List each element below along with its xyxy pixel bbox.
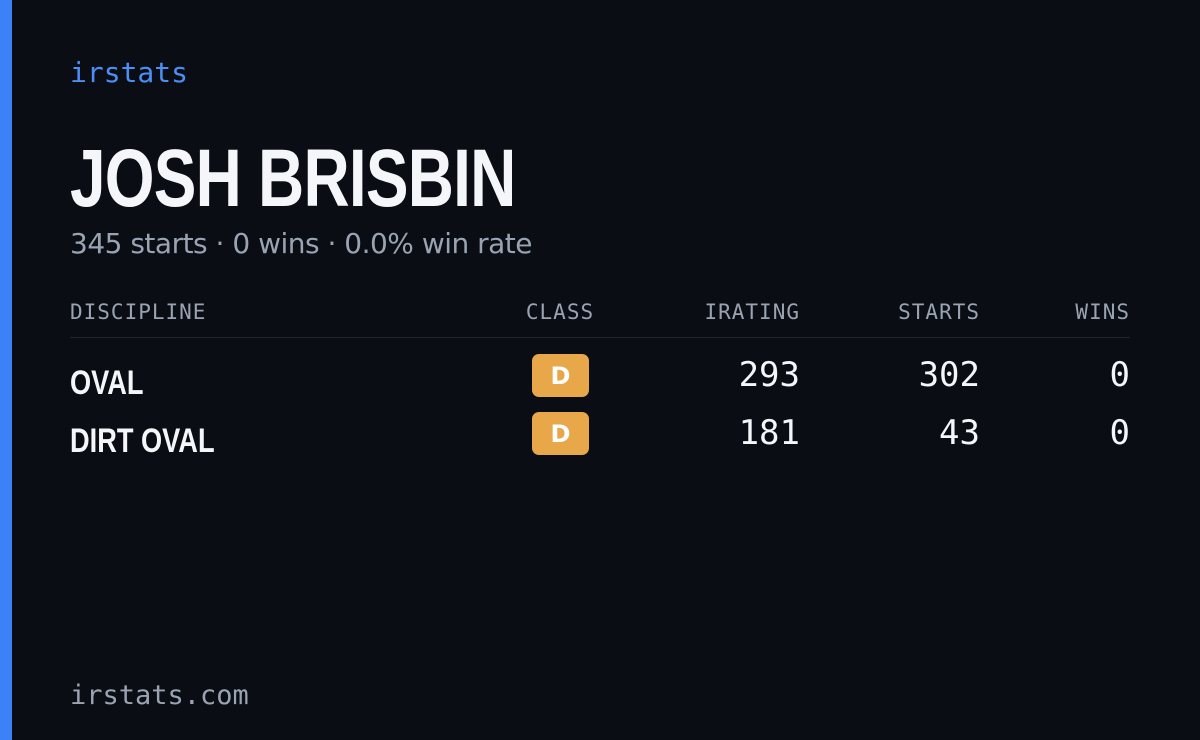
stat-value: 293 [738,355,800,395]
class-badge: D [532,412,589,455]
column-header: DISCIPLINE [70,300,207,324]
stat-value: 181 [738,413,800,453]
column-header: WINS [1075,300,1130,324]
brand: irstats [70,56,189,89]
discipline: OVAL [70,364,144,402]
stat-value: 302 [918,355,980,395]
divider [70,337,1130,338]
column-header: STARTS [898,300,980,324]
discipline: DIRT OVAL [70,422,215,460]
accent-bar [0,0,12,740]
column-header: CLASS [525,300,595,324]
footer: irstats.com [70,680,249,711]
driver-summary: 345 starts · 0 wins · 0.0% win rate [70,227,533,260]
stat-value: 0 [1109,355,1130,395]
class-badge: D [532,354,589,397]
column-header: IRATING [704,300,800,324]
stat-value: 0 [1109,413,1130,453]
driver-name: JOSH BRISBIN [70,133,516,224]
stat-value: 43 [939,413,980,453]
